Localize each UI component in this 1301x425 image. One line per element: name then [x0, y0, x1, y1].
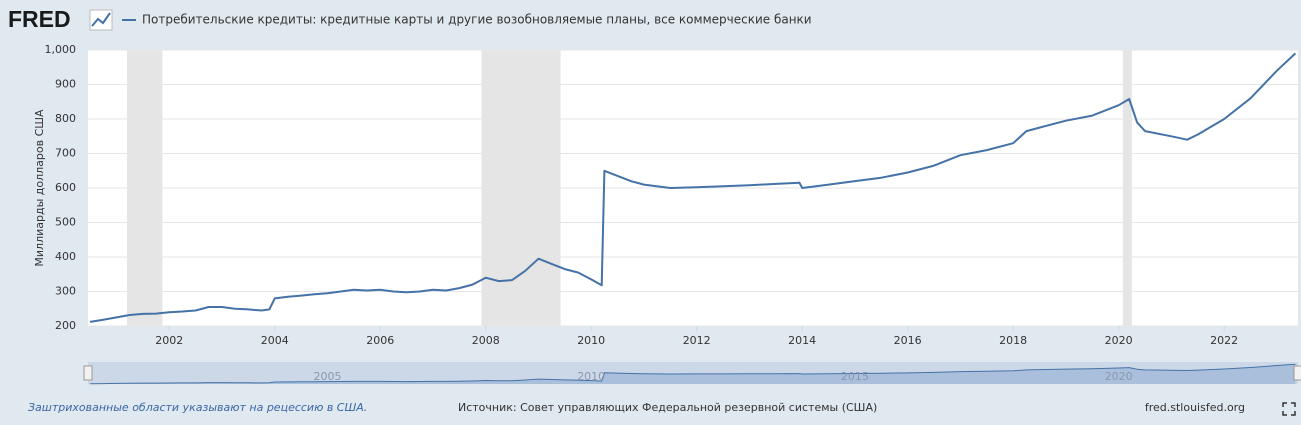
y-tick-label: 500	[55, 216, 76, 229]
y-tick-label: 900	[55, 78, 76, 91]
recession-note: Заштрихованные области указывают на реце…	[28, 401, 367, 414]
navigator-handle[interactable]	[83, 365, 93, 381]
x-tick-label: 2016	[894, 334, 922, 347]
navigator-label: 2015	[841, 370, 869, 383]
navigator-handle[interactable]	[1293, 365, 1301, 381]
y-tick-label: 800	[55, 112, 76, 125]
navigator-label: 2005	[313, 370, 341, 383]
y-tick-label: 200	[55, 319, 76, 332]
x-tick-label: 2012	[683, 334, 711, 347]
x-tick-label: 2006	[366, 334, 394, 347]
source: Источник: Совет управляющих Федеральной …	[458, 401, 877, 414]
x-tick-label: 2020	[1105, 334, 1133, 347]
y-axis-label: Миллиарды долларов США	[33, 109, 46, 267]
navigator-line	[90, 363, 1296, 385]
y-tick-label: 400	[55, 250, 76, 263]
x-tick-label: 2008	[472, 334, 500, 347]
y-tick-label: 300	[55, 285, 76, 298]
fullscreen-icon[interactable]	[1282, 402, 1296, 416]
x-tick-label: 2018	[999, 334, 1027, 347]
series-line	[89, 52, 1297, 323]
x-tick-label: 2022	[1210, 334, 1238, 347]
navigator-label: 2010	[577, 370, 605, 383]
y-tick-label: 700	[55, 147, 76, 160]
site[interactable]: fred.stlouisfed.org	[1145, 401, 1245, 414]
x-tick-label: 2014	[788, 334, 816, 347]
x-tick-label: 2010	[577, 334, 605, 347]
logo-icon	[89, 9, 113, 31]
logo: FRED	[8, 6, 71, 32]
navigator-label: 2020	[1105, 370, 1133, 383]
x-tick-label: 2004	[261, 334, 289, 347]
legend-label: Потребительские кредиты: кредитные карты…	[142, 13, 812, 27]
y-tick-label: 600	[55, 181, 76, 194]
y-tick-label: 1,000	[45, 43, 77, 56]
x-tick-label: 2002	[155, 334, 183, 347]
